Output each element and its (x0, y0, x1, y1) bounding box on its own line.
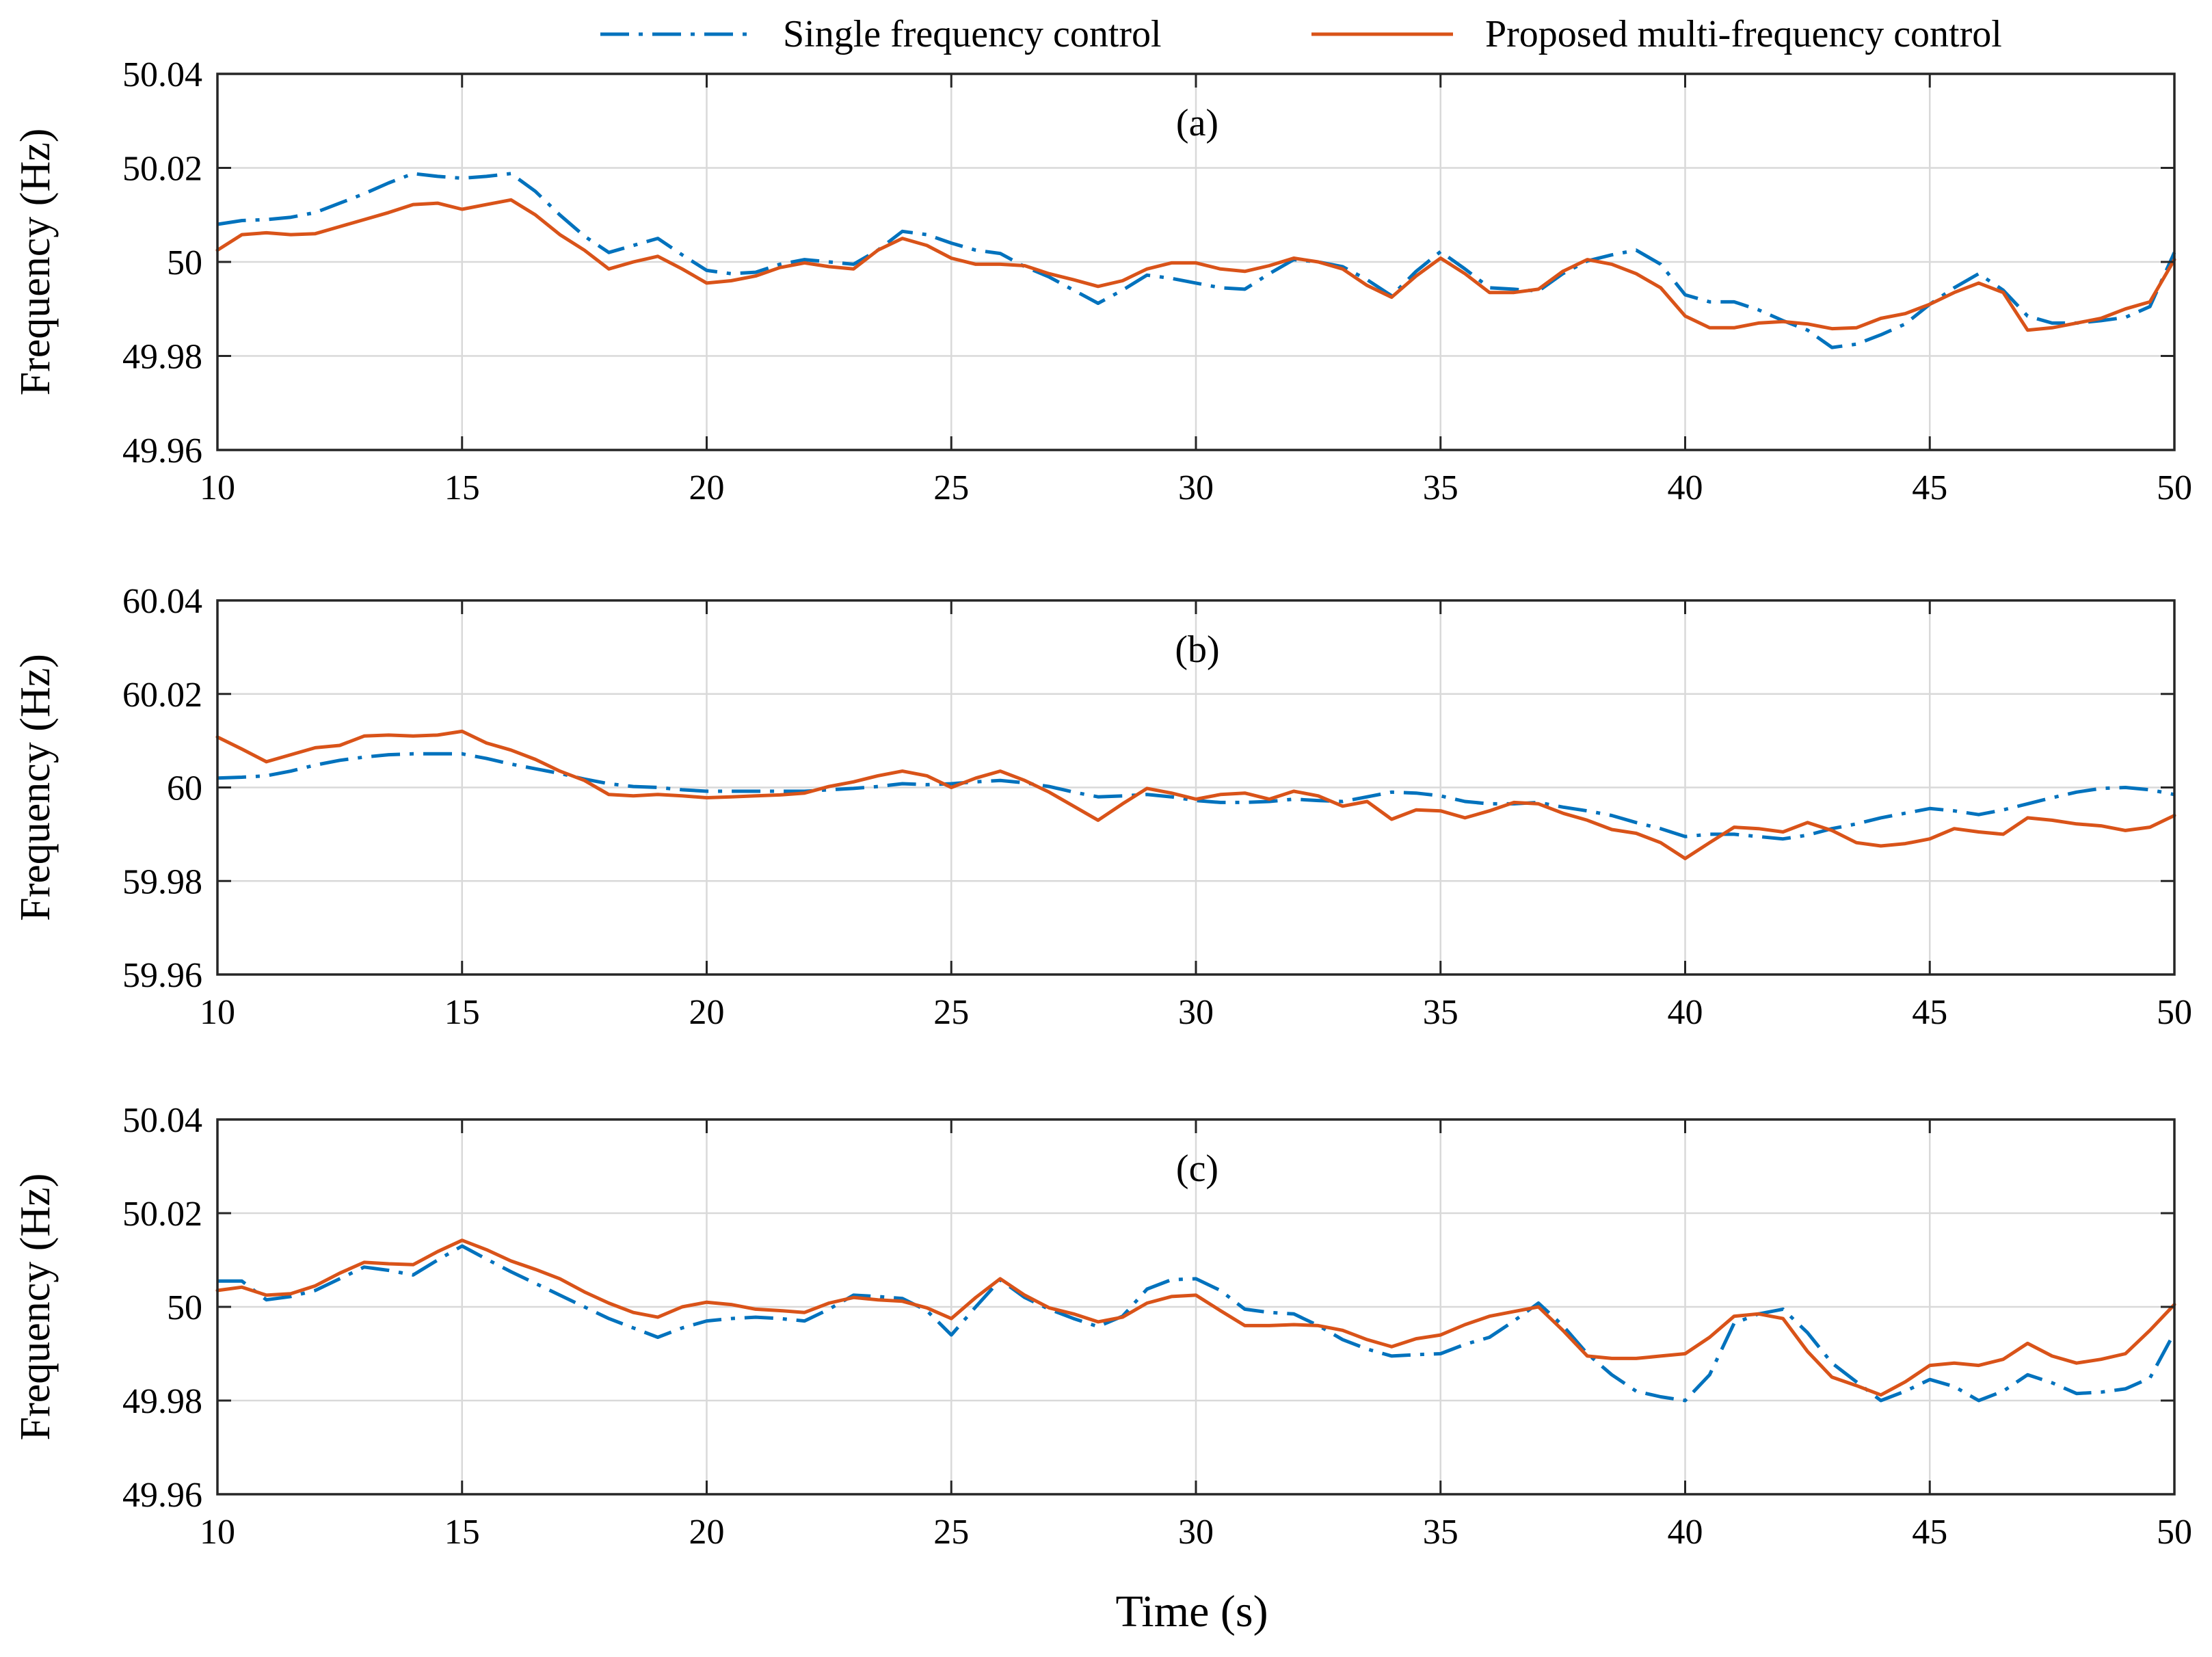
x-tick-label-c-2: 20 (689, 1513, 725, 1552)
x-tick-label-c-8: 50 (2157, 1513, 2192, 1552)
y-tick-label-a-0: 49.96 (122, 432, 202, 470)
x-tick-label-c-7: 45 (1912, 1513, 1947, 1552)
panel-label-b: (b) (1175, 628, 1219, 671)
series-line-b-proposed (215, 729, 2176, 860)
x-tick-label-a-2: 20 (689, 468, 725, 507)
series-line-c-proposed (215, 1238, 2176, 1397)
y-tick-label-b-0: 59.96 (122, 956, 202, 995)
y-tick-label-b-1: 59.98 (122, 862, 202, 901)
legend: Single frequency control Proposed multi-… (600, 13, 2002, 55)
x-tick-label-c-0: 10 (200, 1513, 235, 1552)
x-tick-label-b-7: 45 (1912, 993, 1947, 1032)
x-tick-label-b-0: 10 (200, 993, 235, 1032)
panel-label-a: (a) (1176, 102, 1218, 144)
y-tick-label-b-2: 60 (167, 769, 202, 808)
x-tick-label-b-3: 25 (933, 993, 969, 1032)
x-tick-label-c-1: 15 (444, 1513, 480, 1552)
y-tick-label-a-2: 50 (167, 243, 202, 282)
y-tick-label-c-4: 50.04 (122, 1101, 202, 1140)
x-tick-label-a-1: 15 (444, 468, 480, 507)
y-tick-label-c-1: 49.98 (122, 1382, 202, 1421)
y-tick-label-a-4: 50.04 (122, 55, 202, 94)
x-tick-label-b-5: 35 (1423, 993, 1458, 1032)
x-tick-label-b-1: 15 (444, 993, 480, 1032)
x-tick-label-c-5: 35 (1423, 1513, 1458, 1552)
x-tick-label-a-3: 25 (933, 468, 969, 507)
x-tick-label-a-7: 45 (1912, 468, 1947, 507)
panel-label-c: (c) (1176, 1148, 1218, 1190)
x-tick-label-b-6: 40 (1668, 993, 1703, 1032)
y-tick-label-c-0: 49.96 (122, 1476, 202, 1515)
x-tick-label-a-6: 40 (1668, 468, 1703, 507)
x-tick-label-c-4: 30 (1178, 1513, 1214, 1552)
legend-label-single: Single frequency control (783, 13, 1162, 55)
subplot-a: 10 15 20 25 30 35 40 45 50 49.96 49.98 50 50.02 50.04… (12, 55, 2192, 507)
series-line-a-single (217, 172, 2176, 349)
x-tick-label-a-0: 10 (200, 468, 235, 507)
x-tick-label-b-8: 50 (2157, 993, 2192, 1032)
y-axis-label-b: Frequency (Hz) (12, 654, 59, 921)
x-tick-label-c-6: 40 (1668, 1513, 1703, 1552)
y-tick-label-b-4: 60.04 (122, 582, 202, 621)
legend-label-proposed: Proposed multi-frequency control (1485, 13, 2002, 55)
series-line-b-single (217, 752, 2175, 841)
y-axis-label-c: Frequency (Hz) (12, 1174, 59, 1441)
x-tick-label-a-4: 30 (1178, 468, 1214, 507)
x-tick-label-c-3: 25 (933, 1513, 969, 1552)
subplot-b: 10 15 20 25 30 35 40 45 50 59.96 59.98 60 60.02 60.04… (12, 582, 2192, 1032)
x-tick-label-b-4: 30 (1178, 993, 1214, 1032)
y-tick-label-a-3: 50.02 (122, 150, 202, 189)
y-tick-label-c-3: 50.02 (122, 1195, 202, 1234)
y-axis-label-a: Frequency (Hz) (12, 129, 59, 396)
subplot-c: 10 15 20 25 30 35 40 45 50 49.96 49.98 50 50.02 50.04… (12, 1101, 2192, 1552)
y-tick-label-a-1: 49.98 (122, 338, 202, 377)
x-tick-label-a-5: 35 (1423, 468, 1458, 507)
y-tick-label-c-2: 50 (167, 1288, 202, 1327)
y-tick-label-b-3: 60.02 (122, 676, 202, 715)
x-axis-label: Time (s) (1115, 1587, 1268, 1636)
series-line-c-single (217, 1244, 2176, 1403)
x-tick-label-b-2: 20 (689, 993, 725, 1032)
x-tick-label-a-8: 50 (2157, 468, 2192, 507)
series-line-a-proposed (215, 198, 2176, 332)
